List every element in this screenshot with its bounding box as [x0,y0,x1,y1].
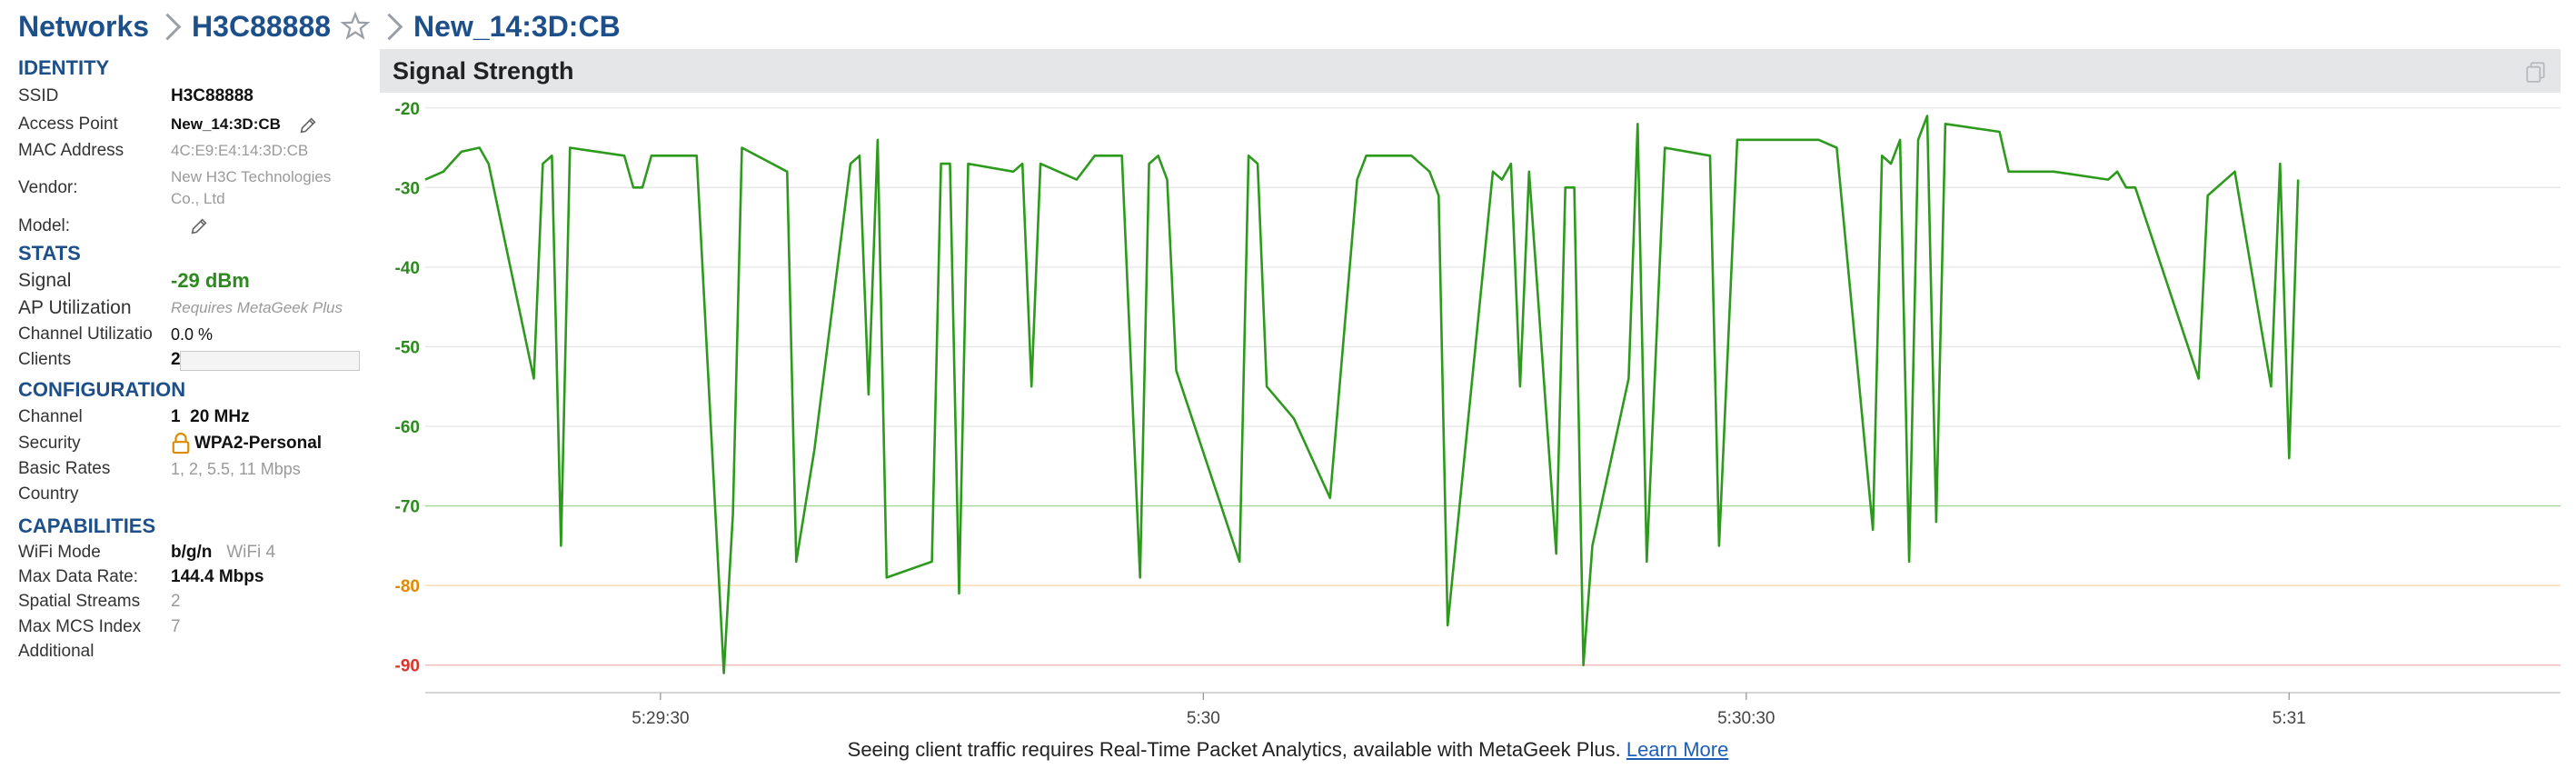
wifi-generation-value: WiFi 4 [226,543,276,562]
spatial-streams-label: Spatial Streams [18,592,141,611]
security-label: Security [18,434,81,453]
ap-utilization-row: AP Utilization Requires MetaGeek Plus [18,295,373,322]
max-mcs-row: Max MCS Index 7 [18,614,373,639]
security-row: Security WPA2-Personal [18,430,373,456]
channel-value: 1 [171,407,181,426]
y-tick-label: -80 [395,577,420,596]
signal-series [424,115,2300,674]
signal-value: -29 dBm [171,269,250,292]
clients-value: 2 [171,350,181,369]
mac-value: 4C:E9:E4:14:3D:CB [171,142,309,159]
vendor-line-1: New H3C Technologies [171,168,332,185]
y-tick-label: -40 [395,259,420,278]
wifi-mode-row: WiFi Mode b/g/n WiFi 4 [18,540,373,565]
wifi-mode-value: b/g/n [171,543,213,562]
breadcrumb: Networks H3C88888 New_14:3D:CB [18,5,621,47]
chart-title: Signal Strength [393,57,574,85]
country-row: Country [18,482,373,507]
mac-row: MAC Address 4C:E9:E4:14:3D:CB [18,138,373,164]
breadcrumb-access-point: New_14:3D:CB [413,9,621,43]
channel-utilization-label: Channel Utilizatio [18,325,153,344]
max-mcs-label: Max MCS Index [18,617,142,636]
x-tick-label: 5:29:30 [632,709,689,728]
clients-row: Clients 2 [18,347,373,373]
max-mcs-value: 7 [171,617,181,636]
channel-utilization-bar [180,351,360,372]
y-axis: -20 -30 -40 -50 -60 -70 -80 -90 [395,100,420,676]
section-identity: IDENTITY [18,56,110,79]
spatial-streams-value: 2 [171,592,181,611]
max-data-rate-value: 144.4 Mbps [171,567,264,586]
basic-rates-row: Basic Rates 1, 2, 5.5, 11 Mbps [18,456,373,482]
channel-label: Channel [18,407,83,426]
y-tick-label: -90 [395,657,420,676]
signal-strength-chart: -20 -30 -40 -50 -60 -70 -80 -90 5:29:30 5:30 5:30… [395,100,2561,728]
basic-rates-label: Basic Rates [18,459,111,478]
max-data-rate-row: Max Data Rate: 144.4 Mbps [18,565,373,589]
wifi-mode-label: WiFi Mode [18,543,101,562]
channel-width-value: 20 MHz [190,407,250,426]
clients-label: Clients [18,350,72,369]
y-tick-label: -70 [395,498,420,517]
model-label: Model: [18,216,71,235]
pencil-icon[interactable] [298,115,318,135]
country-label: Country [18,484,79,504]
chevron-right-icon [375,13,403,40]
y-tick-label: -20 [395,100,420,119]
footer-notice: Seeing client traffic requires Real-Time… [0,738,2576,762]
breadcrumb-networks[interactable]: Networks [18,9,150,43]
ssid-value: H3C88888 [171,86,254,105]
copy-icon[interactable] [2524,60,2548,84]
chart-grid [425,107,2561,666]
x-tick-label: 5:30:30 [1717,709,1775,728]
signal-label: Signal [18,270,72,291]
star-icon[interactable] [340,11,371,42]
basic-rates-value: 1, 2, 5.5, 11 Mbps [171,460,301,478]
y-tick-label: -30 [395,179,420,198]
chevron-right-icon [154,13,182,40]
ssid-label: SSID [18,86,59,105]
lock-icon [172,432,190,454]
spatial-streams-row: Spatial Streams 2 [18,589,373,614]
channel-utilization-row: Channel Utilizatio 0.0 % [18,322,373,372]
details-panel: IDENTITY SSID H3C88888 Access Point New_… [18,55,373,664]
channel-row: Channel 1 20 MHz [18,404,373,430]
additional-row: Additional [18,639,373,664]
section-stats: STATS [18,242,81,265]
access-point-row: Access Point New_14:3D:CB [18,110,373,138]
signal-line [424,115,2300,674]
mac-label: MAC Address [18,141,124,160]
y-tick-label: -60 [395,418,420,437]
pencil-icon[interactable] [189,216,209,236]
x-tick-label: 5:31 [2273,709,2306,728]
learn-more-link[interactable]: Learn More [1626,738,1729,761]
y-tick-label: -50 [395,338,420,357]
vendor-value: New H3C Technologies Co., Ltd [171,164,373,210]
model-row: Model: [18,213,373,240]
x-tick-label: 5:30 [1187,709,1220,728]
vendor-label: Vendor: [18,178,78,197]
ssid-row: SSID H3C88888 [18,82,373,110]
signal-row: Signal -29 dBm [18,267,373,295]
security-value: WPA2-Personal [194,434,323,453]
max-data-rate-label: Max Data Rate: [18,567,138,586]
access-point-value: New_14:3D:CB [171,115,281,133]
footer-text: Seeing client traffic requires Real-Time… [847,738,1621,761]
vendor-row: Vendor: New H3C Technologies Co., Ltd [18,164,373,213]
ap-utilization-value: Requires MetaGeek Plus [171,299,343,316]
chart-header: Signal Strength [380,49,2561,93]
access-point-label: Access Point [18,115,118,134]
channel-utilization-value: 0.0 % [171,325,214,344]
additional-label: Additional [18,642,94,661]
x-axis: 5:29:30 5:30 5:30:30 5:31 [425,692,2561,728]
vendor-line-2: Co., Ltd [171,190,225,207]
ap-utilization-label: AP Utilization [18,297,132,318]
breadcrumb-network[interactable]: H3C88888 [192,9,332,43]
section-capabilities: CAPABILITIES [18,514,156,537]
section-configuration: CONFIGURATION [18,378,186,401]
